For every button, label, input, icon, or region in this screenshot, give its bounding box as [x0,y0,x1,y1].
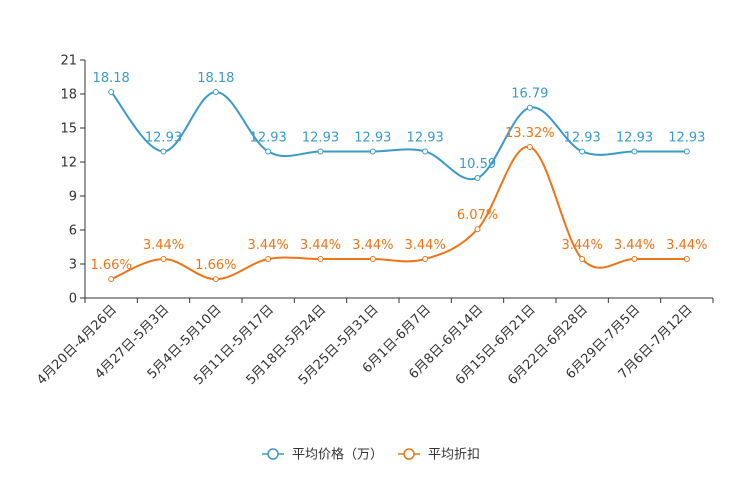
y-tick-label: 12 [60,156,77,171]
data-label: 16.79 [511,87,548,102]
data-point [212,88,219,95]
series-average-price: 18.18 12.93 18.18 12.93 12.93 12.93 12.93 10.59… [93,71,705,181]
data-label: 1.66% [195,258,236,273]
data-point [265,256,272,263]
data-label: 3.44% [352,238,393,253]
data-point [683,256,690,263]
data-point [631,148,638,155]
data-point [474,174,481,181]
y-tick-label: 15 [60,122,77,137]
data-point [369,148,376,155]
data-point [683,148,690,155]
data-label: 12.93 [145,130,182,145]
legend-item: 平均价格（万） [262,447,383,463]
data-point [526,144,533,151]
legend-label: 平均折扣 [428,448,480,463]
data-label: 12.93 [668,130,705,145]
data-label: 12.93 [354,130,391,145]
data-point [108,88,115,95]
data-label: 3.44% [300,238,341,253]
data-label: 3.44% [666,238,707,253]
data-point [160,256,167,263]
data-point [317,148,324,155]
legend-item: 平均折扣 [398,448,480,463]
data-label: 1.66% [91,258,132,273]
data-label: 18.18 [197,71,234,86]
data-point [212,276,219,283]
data-label: 6.07% [457,208,498,223]
data-point [422,148,429,155]
data-point [579,148,586,155]
data-label: 12.93 [564,130,601,145]
y-tick-label: 18 [60,88,77,103]
data-point [369,256,376,263]
data-label: 3.44% [143,238,184,253]
data-label: 13.32% [505,126,555,141]
data-point [422,256,429,263]
data-point [631,256,638,263]
data-label: 3.44% [614,238,655,253]
y-tick-label: 0 [69,292,77,307]
y-tick-label: 9 [69,190,77,205]
legend-marker [403,448,415,460]
data-point [317,256,324,263]
data-point [265,148,272,155]
data-label: 12.93 [250,130,287,145]
data-label: 12.93 [616,130,653,145]
legend-label: 平均价格（万） [292,447,383,463]
y-tick-label: 6 [69,224,77,239]
legend-marker [267,448,279,460]
data-label: 10.59 [459,157,496,172]
series-average-discount: 1.66% 3.44% 1.66% 3.44% 3.44% 3.44% 3.44% 6.07%… [91,126,707,283]
data-label: 3.44% [562,238,603,253]
data-label: 12.93 [302,130,339,145]
data-point [160,148,167,155]
data-point [474,226,481,233]
data-point [108,276,115,283]
data-label: 18.18 [93,71,130,86]
data-label: 12.93 [407,130,444,145]
data-label: 3.44% [405,238,446,253]
y-tick-label: 21 [60,54,77,69]
data-point [526,104,533,111]
data-label: 3.44% [248,238,289,253]
data-point [579,256,586,263]
y-tick-label: 3 [69,258,77,273]
